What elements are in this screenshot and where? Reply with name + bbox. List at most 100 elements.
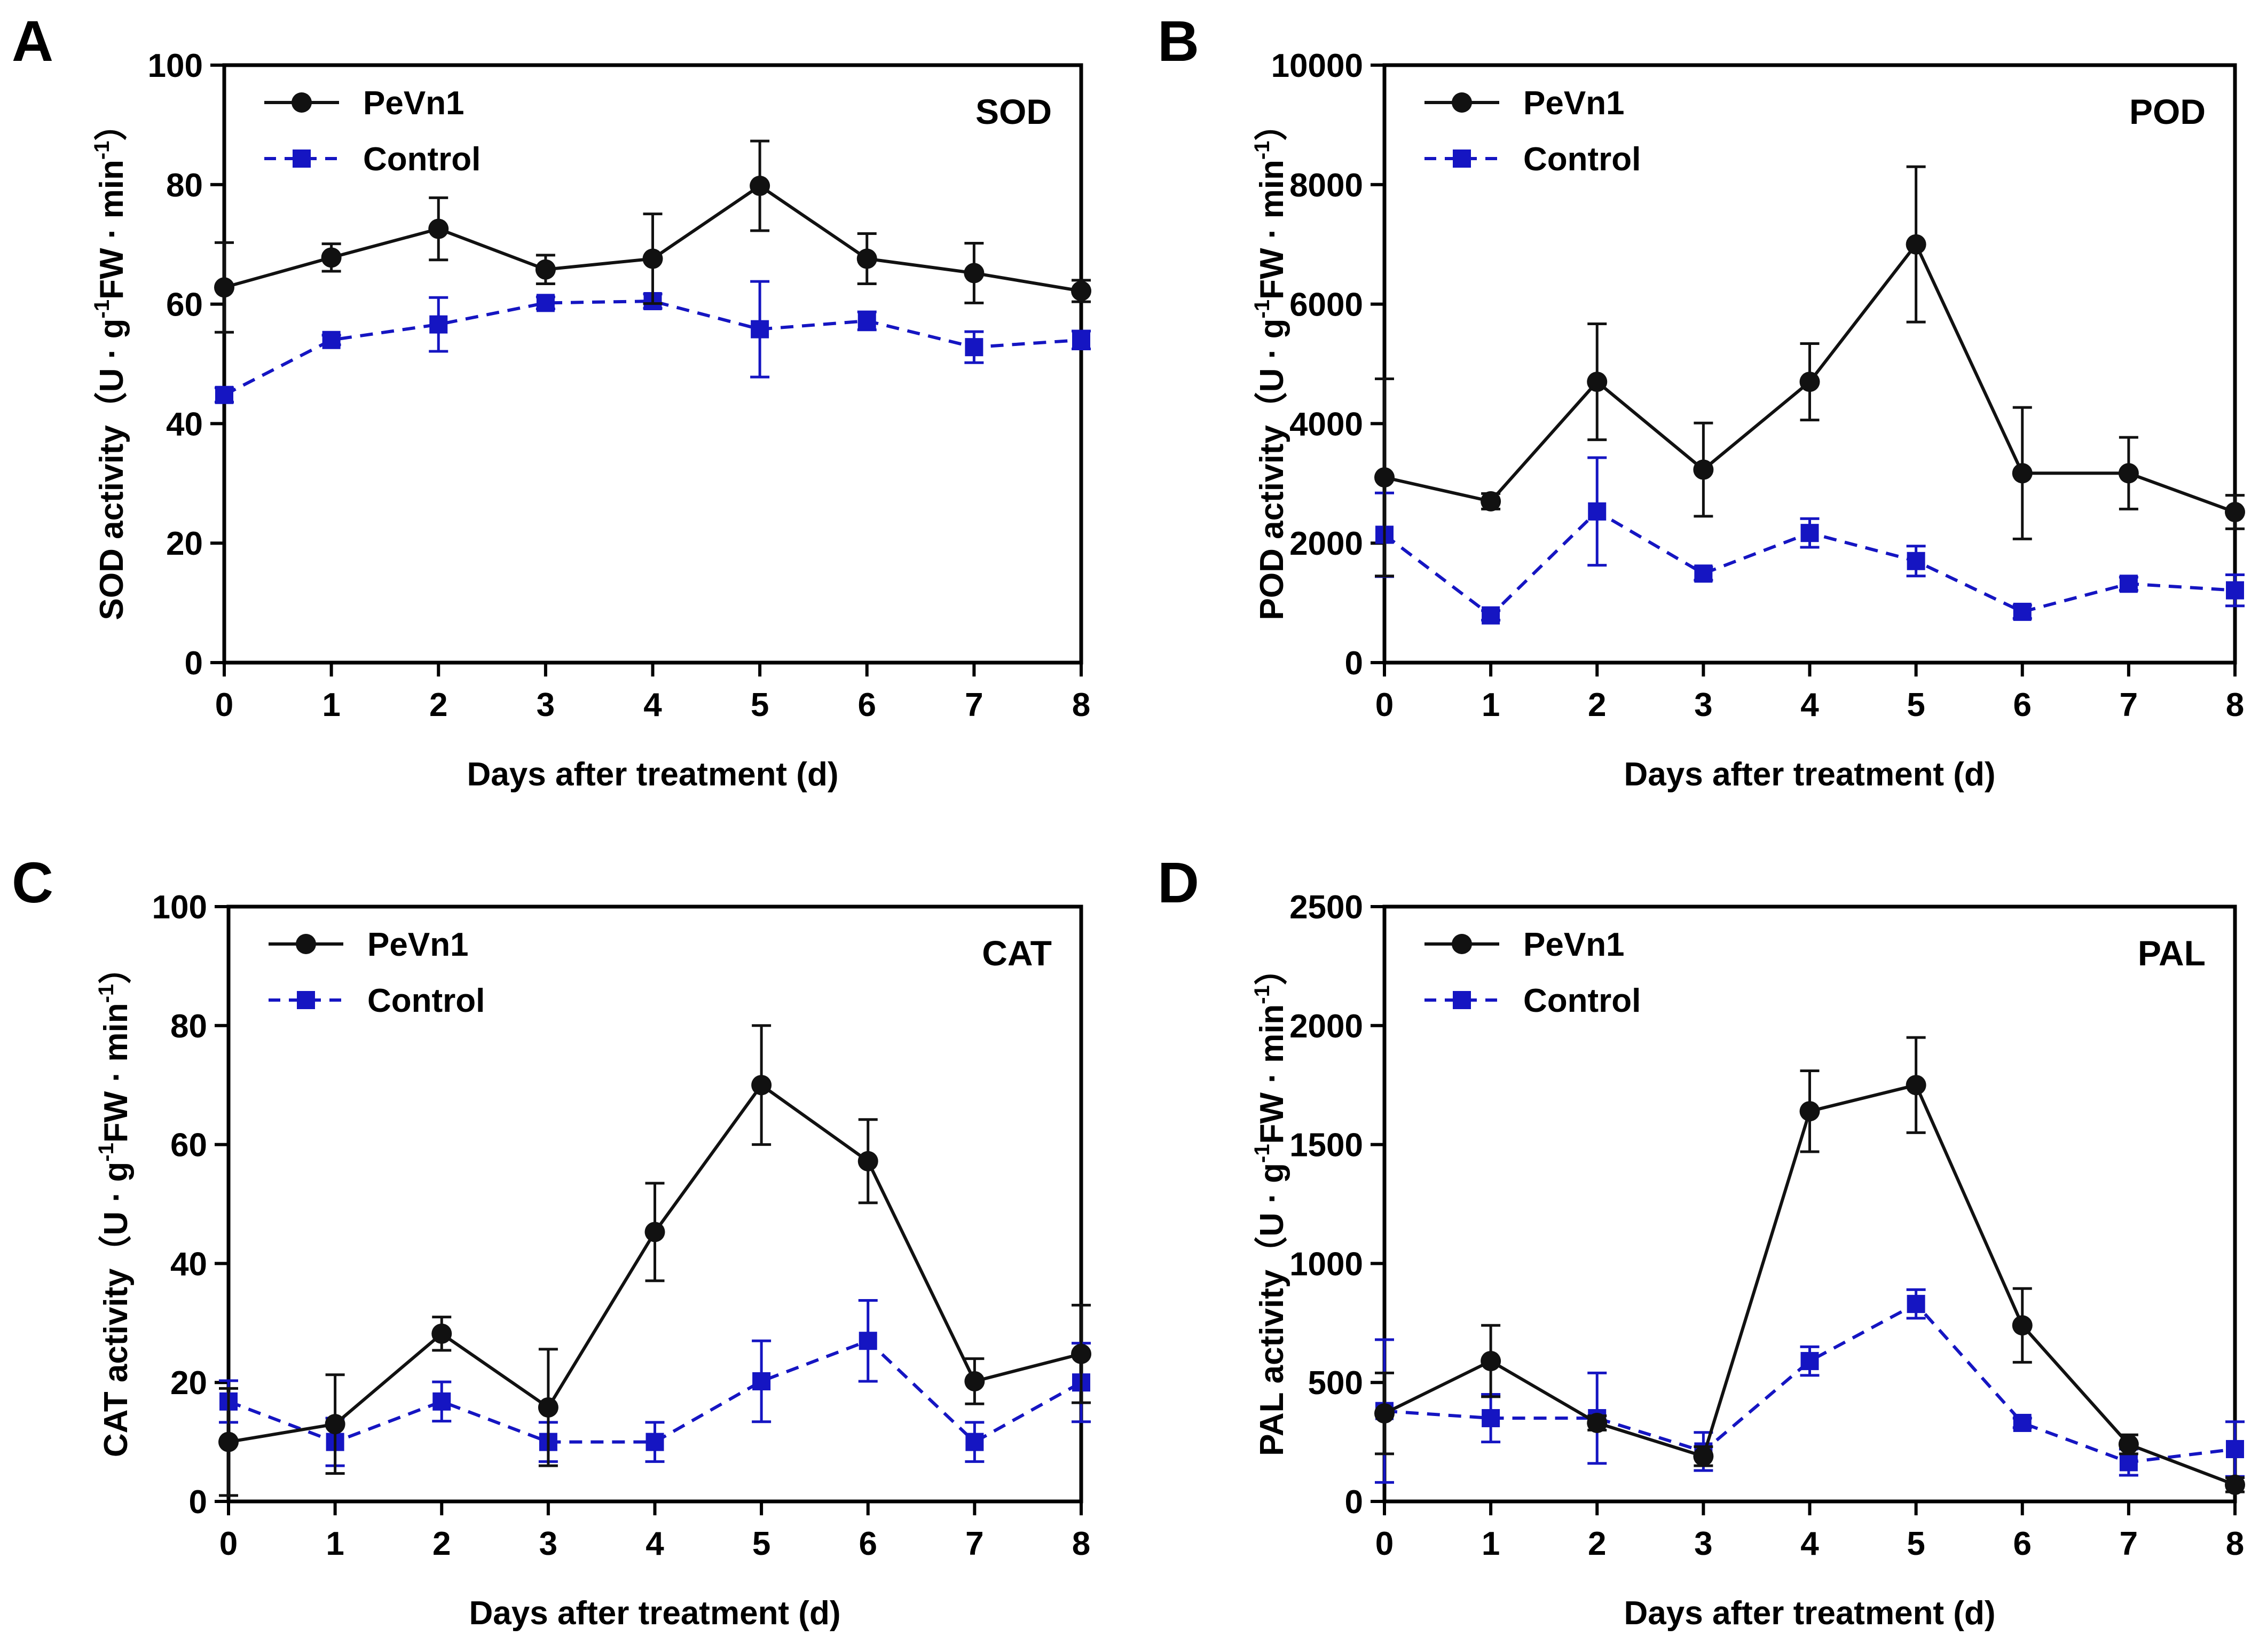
x-tick-label: 7	[965, 687, 983, 723]
data-point	[965, 1433, 984, 1451]
x-tick-label: 5	[752, 1525, 770, 1562]
data-point	[642, 248, 663, 269]
y-tick-label: 20	[170, 1365, 207, 1402]
y-axis-label-mid: FW · min	[93, 160, 130, 300]
data-point	[2118, 1434, 2139, 1455]
x-tick-label: 7	[965, 1525, 983, 1562]
y-tick-label: 6000	[1289, 287, 1363, 324]
y-tick-label: 0	[185, 645, 203, 682]
x-tick-label: 8	[2226, 687, 2244, 723]
chart-panel-b: B 0 2000 4000 6000 8000 10000 0 1 2 3 4 5 6 7 8 Days aft…	[1158, 9, 2245, 793]
data-point	[1482, 1409, 1500, 1428]
data-point	[429, 315, 448, 334]
data-point	[1071, 280, 1091, 301]
legend-label: Control	[1523, 141, 1641, 178]
data-point	[2226, 581, 2244, 600]
y-tick-label: 20	[166, 525, 203, 562]
data-point	[1906, 1075, 1926, 1096]
data-point	[2226, 1439, 2244, 1458]
legend-marker	[297, 991, 315, 1009]
plot-frame	[1382, 904, 2237, 1504]
x-axis-label: Days after treatment (d)	[1624, 1595, 1996, 1632]
series-pevn1	[218, 1024, 1091, 1497]
y-tick-label: 2000	[1289, 1008, 1363, 1045]
y-tick-label: 1000	[1289, 1246, 1363, 1283]
y-tick-label: 80	[166, 167, 203, 204]
x-tick-label: 8	[1072, 1525, 1090, 1562]
y-axis-label-sup: -1	[95, 1143, 118, 1162]
data-point	[1800, 524, 1819, 542]
chart-panel-a: A 0 20 40 60 80 100 0 1 2 3 4 5 6 7 8 Days after treatme…	[12, 9, 1091, 793]
y-tick-label: 60	[170, 1127, 207, 1164]
data-point	[1481, 1351, 1501, 1372]
y-tick-label: 2000	[1289, 525, 1363, 562]
y-axis-label: PAL activity（U · g-1FW · min-1）	[1250, 952, 1290, 1456]
data-point	[1693, 1446, 1714, 1467]
x-tick-label: 6	[2013, 1525, 2032, 1562]
y-axis-label-suffix: ）	[1253, 108, 1290, 141]
data-point	[752, 1372, 771, 1390]
data-point	[1374, 467, 1395, 488]
y-tick-label: 100	[152, 889, 207, 926]
plot-frame	[222, 63, 1083, 665]
data-point	[535, 259, 556, 280]
y-axis-label-prefix: POD activity（U · g	[1253, 318, 1290, 620]
legend-label: Control	[363, 141, 481, 178]
data-point	[322, 331, 341, 349]
x-axis-label: Days after treatment (d)	[1624, 756, 1996, 793]
data-point	[857, 1151, 878, 1171]
x-tick-label: 0	[219, 1525, 238, 1562]
data-point	[751, 320, 769, 339]
legend: PeVn1 Control	[1424, 926, 1641, 1019]
x-tick-label: 0	[1375, 1525, 1394, 1562]
x-tick-label: 3	[537, 687, 555, 723]
data-point	[857, 311, 876, 330]
y-axis-label-suffix: ）	[93, 108, 130, 141]
chart-title: CAT	[982, 933, 1052, 973]
data-point	[2013, 1413, 2032, 1432]
data-point	[2225, 502, 2245, 523]
y-axis-label-prefix: CAT activity（U · g	[97, 1162, 135, 1457]
chart-title: POD	[2129, 92, 2206, 131]
x-tick-label: 4	[1800, 1525, 1819, 1562]
y-axis-label-sup: -1	[1250, 1144, 1274, 1163]
data-point	[2118, 463, 2139, 484]
x-axis-label: Days after treatment (d)	[469, 1595, 841, 1632]
x-tick-label: 4	[646, 1525, 664, 1562]
series-pevn1	[214, 139, 1091, 334]
y-axis-label: POD activity（U · g-1FW · min-1）	[1250, 108, 1290, 620]
x-tick-label: 3	[1694, 687, 1712, 723]
x-tick-label: 5	[1907, 687, 1925, 723]
panel-letter: A	[12, 9, 53, 73]
legend-marker	[1452, 934, 1472, 954]
series-line	[223, 299, 1082, 397]
data-point	[215, 386, 233, 404]
x-tick-label: 6	[2013, 687, 2032, 723]
x-tick-label: 1	[1482, 1525, 1500, 1562]
series-control	[219, 1299, 1091, 1467]
x-tick-label: 0	[1375, 687, 1394, 723]
x-tick-label: 6	[858, 687, 876, 723]
chart-panel-d: D 0 500 1000 1500 2000 2500 0 1 2 3 4 5 6 7 8 Days after…	[1158, 850, 2245, 1632]
x-tick-label: 1	[322, 687, 340, 723]
legend: PeVn1 Control	[269, 926, 485, 1019]
data-point	[2119, 1453, 2138, 1472]
data-point	[218, 1431, 239, 1452]
legend-label: PeVn1	[363, 85, 465, 122]
data-point	[964, 1371, 985, 1391]
y-axis-label-mid: FW · min	[98, 1003, 135, 1143]
series-pevn1	[1374, 165, 2245, 578]
x-tick-label: 8	[2226, 1525, 2244, 1562]
data-point	[431, 1323, 452, 1344]
data-point	[325, 1414, 345, 1435]
data-point	[1587, 372, 1608, 392]
y-tick-label: 40	[166, 406, 203, 443]
legend-marker	[296, 934, 316, 954]
legend-marker	[1453, 150, 1471, 168]
data-point	[536, 294, 555, 312]
y-axis-label-sup: -1	[1250, 300, 1274, 319]
legend-label: Control	[1523, 982, 1641, 1019]
x-tick-label: 2	[432, 1525, 451, 1562]
data-point	[432, 1392, 451, 1411]
data-point	[859, 1332, 877, 1350]
